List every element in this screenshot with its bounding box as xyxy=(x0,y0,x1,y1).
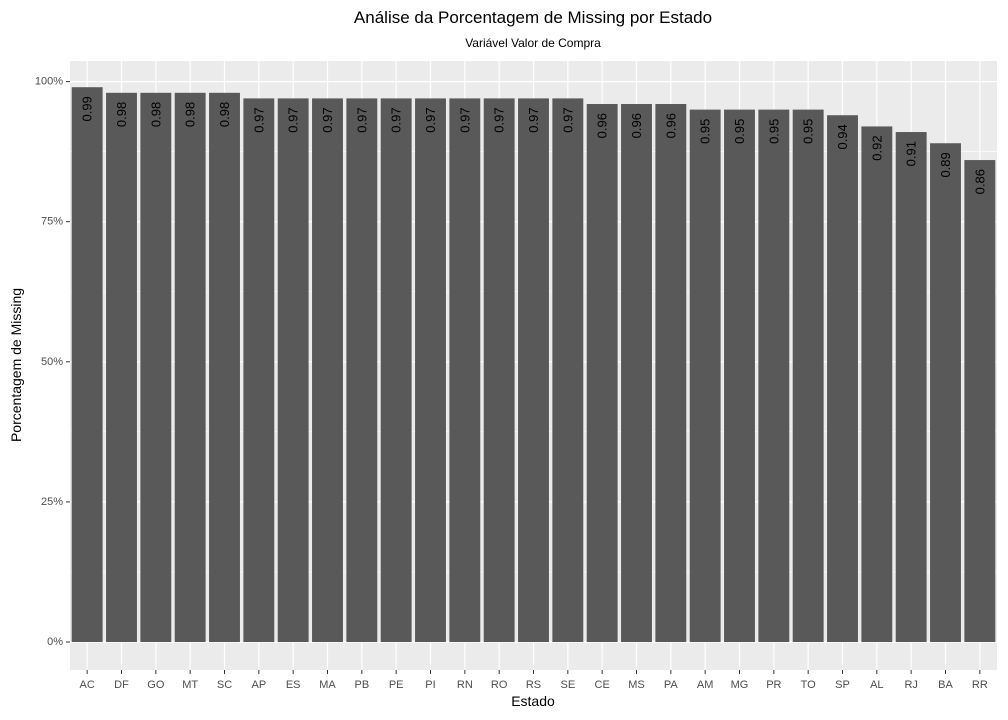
data-label-pi: 0.97 xyxy=(423,107,438,132)
x-tick-label-mt: MT xyxy=(182,679,198,691)
x-tick-label-se: SE xyxy=(560,679,575,691)
bar-pb xyxy=(346,98,378,643)
data-label-go: 0.98 xyxy=(148,102,163,127)
data-label-pr: 0.95 xyxy=(766,119,781,144)
data-label-pb: 0.97 xyxy=(354,107,369,132)
bar-am xyxy=(689,109,721,643)
x-tick-label-mg: MG xyxy=(731,679,749,691)
bar-to xyxy=(792,109,824,643)
bar-rs xyxy=(518,98,549,643)
data-label-pa: 0.96 xyxy=(663,113,678,138)
x-axis-title: Estado xyxy=(511,693,555,709)
bar-rn xyxy=(449,98,481,643)
bar-mt xyxy=(174,92,206,643)
bar-mg xyxy=(724,109,755,643)
x-tick-label-pa: PA xyxy=(664,679,679,691)
data-label-mt: 0.98 xyxy=(183,102,198,127)
bar-ba xyxy=(930,143,961,642)
x-tick-label-pe: PE xyxy=(389,679,404,691)
y-axis: 0% 25% 50% 75% 100% xyxy=(35,76,70,648)
data-label-df: 0.98 xyxy=(114,102,129,127)
bar-pr xyxy=(758,109,790,643)
data-label-ba: 0.89 xyxy=(938,152,953,177)
bar-sc xyxy=(209,92,240,643)
bar-sp xyxy=(827,115,858,642)
x-tick-label-ap: AP xyxy=(251,679,266,691)
data-label-ro: 0.97 xyxy=(492,107,507,132)
bar-es xyxy=(277,98,309,643)
bar-pi xyxy=(415,98,446,643)
x-tick-label-rj: RJ xyxy=(904,679,917,691)
y-axis-title: Porcentagem de Missing xyxy=(8,288,24,442)
bar-pe xyxy=(380,98,412,643)
data-label-ms: 0.96 xyxy=(629,113,644,138)
x-tick-label-al: AL xyxy=(870,679,883,691)
data-label-mg: 0.95 xyxy=(732,119,747,144)
x-tick-label-pi: PI xyxy=(425,679,435,691)
data-label-rn: 0.97 xyxy=(457,107,472,132)
bar-ac xyxy=(71,87,103,643)
x-tick-label-ms: MS xyxy=(628,679,645,691)
x-tick-label-sc: SC xyxy=(217,679,232,691)
data-label-ma: 0.97 xyxy=(320,107,335,132)
bars xyxy=(71,87,996,643)
bar-ms xyxy=(621,104,652,643)
x-tick-label-am: AM xyxy=(697,679,714,691)
x-tick-label-sp: SP xyxy=(835,679,850,691)
x-tick-label-ce: CE xyxy=(595,679,610,691)
bar-pa xyxy=(655,104,687,643)
x-tick-label-rs: RS xyxy=(526,679,541,691)
bar-ma xyxy=(312,98,343,643)
data-label-to: 0.95 xyxy=(801,119,816,144)
x-tick-label-df: DF xyxy=(114,679,129,691)
data-label-pe: 0.97 xyxy=(389,107,404,132)
bar-df xyxy=(106,92,137,643)
data-label-se: 0.97 xyxy=(560,107,575,132)
x-tick-label-go: GO xyxy=(147,679,165,691)
x-axis: AC DF GO MT SC AP ES MA PB PE PI RN RO RS SE CE MS PA AM MG… xyxy=(80,670,988,691)
bar-rj xyxy=(895,132,927,642)
y-tick-label: 0% xyxy=(47,636,63,648)
data-label-es: 0.97 xyxy=(286,107,301,132)
x-tick-label-es: ES xyxy=(286,679,301,691)
x-tick-label-rr: RR xyxy=(972,679,988,691)
x-tick-label-to: TO xyxy=(801,679,817,691)
y-tick-label: 25% xyxy=(41,496,63,508)
bar-al xyxy=(861,126,893,642)
y-tick-label: 50% xyxy=(41,356,63,368)
x-tick-label-ba: BA xyxy=(938,679,953,691)
data-label-rs: 0.97 xyxy=(526,107,541,132)
data-label-rj: 0.91 xyxy=(904,141,919,166)
bar-go xyxy=(140,92,172,643)
x-tick-label-rn: RN xyxy=(457,679,473,691)
y-tick-label: 75% xyxy=(41,216,63,228)
chart-title: Análise da Porcentagem de Missing por Es… xyxy=(354,8,712,27)
bar-ro xyxy=(483,98,515,643)
data-label-ce: 0.96 xyxy=(595,113,610,138)
x-tick-label-pb: PB xyxy=(354,679,369,691)
y-tick-label: 100% xyxy=(35,76,63,88)
chart-subtitle: Variável Valor de Compra xyxy=(465,36,601,50)
data-label-sc: 0.98 xyxy=(217,102,232,127)
x-tick-label-ro: RO xyxy=(491,679,508,691)
x-tick-label-ma: MA xyxy=(319,679,336,691)
data-label-rr: 0.86 xyxy=(972,169,987,194)
data-labels: 0.99 0.98 0.98 0.98 0.98 0.97 0.97 0.97 0.97 0.97… xyxy=(80,96,988,194)
bar-rr xyxy=(964,160,996,642)
bar-ap xyxy=(243,98,275,643)
data-label-ac: 0.99 xyxy=(80,96,95,121)
bar-ce xyxy=(586,104,618,643)
bar-se xyxy=(552,98,584,643)
x-tick-label-ac: AC xyxy=(80,679,95,691)
x-tick-label-pr: PR xyxy=(766,679,781,691)
data-label-al: 0.92 xyxy=(869,135,884,160)
data-label-ap: 0.97 xyxy=(251,107,266,132)
data-label-sp: 0.94 xyxy=(835,124,850,149)
data-label-am: 0.95 xyxy=(698,119,713,144)
